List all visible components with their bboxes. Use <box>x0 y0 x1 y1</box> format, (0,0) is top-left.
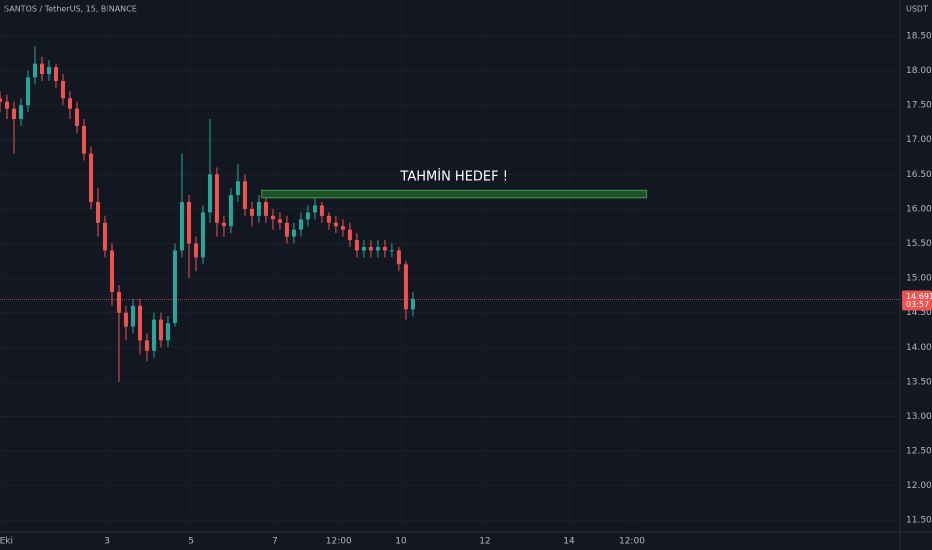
candle-body <box>221 222 226 227</box>
candle-body <box>186 202 191 244</box>
candle-body <box>18 105 23 119</box>
candle-body <box>214 174 219 223</box>
candle-body <box>312 205 317 213</box>
candle-body <box>368 246 373 251</box>
candle-body <box>165 323 170 341</box>
candle-body <box>193 243 198 258</box>
y-tick-label: 17.000 <box>906 135 932 145</box>
candle-body <box>74 108 79 126</box>
y-tick-label: 14.000 <box>906 343 932 353</box>
candle-body <box>242 181 247 209</box>
y-tick-label: 18.500 <box>906 31 932 41</box>
candle-body <box>291 229 296 237</box>
y-tick-label: 13.000 <box>906 412 932 422</box>
candle-body <box>249 208 254 216</box>
last-price-tag <box>902 290 932 311</box>
target-zone <box>261 189 648 199</box>
candle-body <box>228 195 233 227</box>
price-unit: USDT <box>906 5 928 14</box>
x-tick-label: 7 <box>272 537 278 547</box>
last-price-label: 14.691 <box>906 292 932 301</box>
candle-body <box>284 222 289 237</box>
candle-body <box>396 250 401 265</box>
candle-body <box>109 250 114 292</box>
candle-body <box>375 246 380 251</box>
y-tick-label: 18.000 <box>906 66 932 76</box>
y-tick-label: 16.500 <box>906 170 932 180</box>
candle-body <box>270 215 275 220</box>
candle-body <box>158 319 163 341</box>
candle-body <box>4 101 9 109</box>
x-tick-label: 10 <box>395 537 407 547</box>
x-tick-label: 12:00 <box>326 537 352 547</box>
candle-body <box>151 319 156 351</box>
candle-body <box>305 212 310 220</box>
candle-body <box>81 125 86 154</box>
candle-body <box>207 174 212 213</box>
x-tick-label: 5 <box>188 537 194 547</box>
candle-body <box>25 77 30 106</box>
annotation: TAHMİN HEDEF ! <box>399 169 508 185</box>
y-tick-label: 17.500 <box>906 101 932 111</box>
candle-body <box>67 98 72 109</box>
x-tick-label: Eki <box>0 537 13 547</box>
candle-body <box>53 67 58 81</box>
candle-body <box>123 312 128 327</box>
candle-body <box>200 212 205 258</box>
candle-body <box>333 222 338 227</box>
candle-body <box>235 181 240 196</box>
candle-body <box>256 202 261 216</box>
candle-body <box>263 202 268 216</box>
candle-body <box>88 153 93 203</box>
x-tick-label: 12 <box>479 537 490 547</box>
candle-body <box>32 63 37 78</box>
y-tick-label: 14.500 <box>906 308 932 318</box>
candle-body <box>172 250 177 324</box>
candle-body <box>319 205 324 216</box>
candle-body <box>11 108 16 119</box>
y-tick-label: 12.500 <box>906 447 932 457</box>
y-tick-label: 13.500 <box>906 377 932 387</box>
candle-body <box>46 67 51 75</box>
candle-body <box>403 264 408 310</box>
candle-body <box>326 215 331 223</box>
candle-body <box>130 305 135 327</box>
candle-body <box>39 63 44 75</box>
candle-body <box>179 202 184 251</box>
candle-body <box>347 229 352 241</box>
x-tick-label: 3 <box>104 537 110 547</box>
chart-title: SANTOS / TetherUS, 15, BINANCE <box>4 5 137 14</box>
y-tick-label: 15.000 <box>906 274 932 284</box>
candle-body <box>340 226 345 230</box>
candle-body <box>382 246 387 251</box>
candle-body <box>144 340 149 351</box>
candle-body <box>116 291 121 313</box>
candle-body <box>102 222 107 251</box>
candle-body <box>137 305 142 341</box>
candle-body <box>277 219 282 223</box>
x-tick-label: 12:00 <box>619 537 645 547</box>
candle-body <box>95 202 100 223</box>
candle-body <box>361 246 366 251</box>
candle-body <box>410 298 415 310</box>
y-tick-label: 15.500 <box>906 239 932 249</box>
candle-body <box>354 240 359 251</box>
y-tick-label: 12.000 <box>906 481 932 491</box>
candle-body <box>298 219 303 230</box>
candle-body <box>389 250 394 252</box>
countdown-label: 03:57 <box>906 300 929 309</box>
y-tick-label: 11.500 <box>906 516 932 526</box>
candle-body <box>60 80 65 99</box>
y-tick-label: 16.000 <box>906 204 932 214</box>
x-tick-label: 14 <box>563 537 575 547</box>
candle-body <box>0 98 2 102</box>
